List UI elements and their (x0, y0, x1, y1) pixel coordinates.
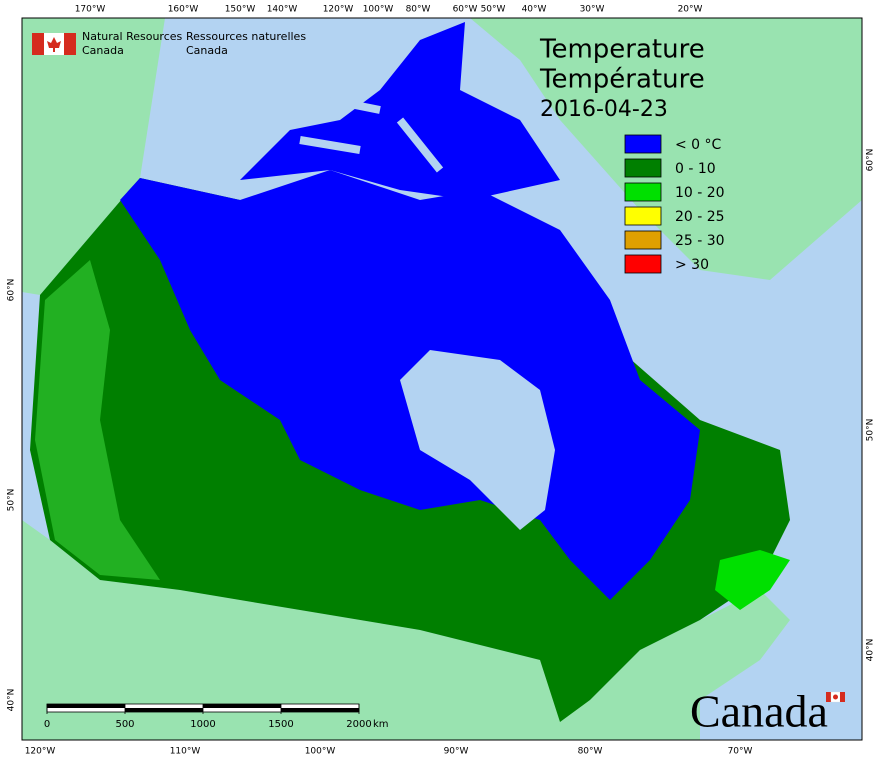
date: 2016-04-23 (540, 97, 668, 122)
graticule-label: 50°N (866, 419, 876, 442)
greenland (470, 18, 862, 280)
title: Température (539, 65, 705, 95)
title: Temperature (539, 35, 705, 65)
graticule-label: 20°W (678, 5, 703, 15)
graticule-label: 50°N (7, 489, 17, 512)
arctic-islands (240, 22, 560, 200)
agency-en: Natural Resources (82, 30, 183, 43)
usa (22, 520, 790, 740)
legend-swatch (624, 230, 662, 250)
graticule-label: 100°W (363, 5, 394, 15)
legend-swatch (624, 206, 662, 226)
graticule-label: 110°W (170, 747, 201, 757)
graticule-label: 120°W (25, 747, 56, 757)
scale-bar-label: 500 (115, 719, 134, 730)
agency-en: Canada (82, 44, 124, 57)
scale-bar-label: 0 (44, 719, 50, 730)
legend-label: 0 - 10 (675, 161, 716, 177)
arctic-channels (299, 96, 444, 173)
legend-label: 10 - 20 (675, 185, 725, 201)
legend-label: 25 - 30 (675, 233, 725, 249)
graticule-label: 70°W (728, 747, 753, 757)
hudson-bay (400, 350, 555, 530)
scale-bar-segment (281, 708, 359, 712)
graticule-label: 90°W (444, 747, 469, 757)
graticule-label: 150°W (225, 5, 256, 15)
legend-swatch (624, 182, 662, 202)
graticule-label: 40°N (866, 639, 876, 662)
scale-bar-unit: km (373, 719, 389, 730)
graticule-label: 40°W (522, 5, 547, 15)
legend-label: > 30 (675, 257, 709, 273)
graticule-label: 160°W (168, 5, 199, 15)
scale-bar-label: 1500 (268, 719, 293, 730)
nrcan-flag (32, 33, 76, 55)
alaska (22, 18, 165, 295)
legend-swatch (624, 254, 662, 274)
wordmark: Canada (690, 686, 828, 737)
graticule-label: 60°N (866, 149, 876, 172)
scale-bar-label: 1000 (190, 719, 215, 730)
scale-bar-label: 2000 (346, 719, 371, 730)
legend-swatch (624, 158, 662, 178)
scale-bar-segment (47, 704, 125, 708)
legend-label: < 0 °C (675, 137, 722, 153)
graticule-label: 170°W (75, 5, 106, 15)
graticule-label: 30°W (580, 5, 605, 15)
wordmark-flag (826, 691, 845, 703)
bc-warm-area (35, 260, 160, 580)
scale-bar-segment (203, 704, 281, 708)
graticule-label: 80°W (578, 747, 603, 757)
agency-fr: Canada (186, 44, 228, 57)
frame (21, 17, 863, 741)
graticule-label: 60°W (453, 5, 478, 15)
graticule-label: 140°W (267, 5, 298, 15)
graticule-label: 50°W (481, 5, 506, 15)
agency-fr: Ressources naturelles (186, 30, 306, 43)
scale-bar-segment (125, 708, 203, 712)
graticule-label: 80°W (406, 5, 431, 15)
graticule-label: 60°N (7, 279, 17, 302)
graticule-label: 100°W (305, 747, 336, 757)
legend-swatch (624, 134, 662, 154)
graticule-label: 40°N (7, 689, 17, 712)
graticule-label: 120°W (323, 5, 354, 15)
legend-label: 20 - 25 (675, 209, 725, 225)
maritimes-warm-area (715, 550, 790, 610)
